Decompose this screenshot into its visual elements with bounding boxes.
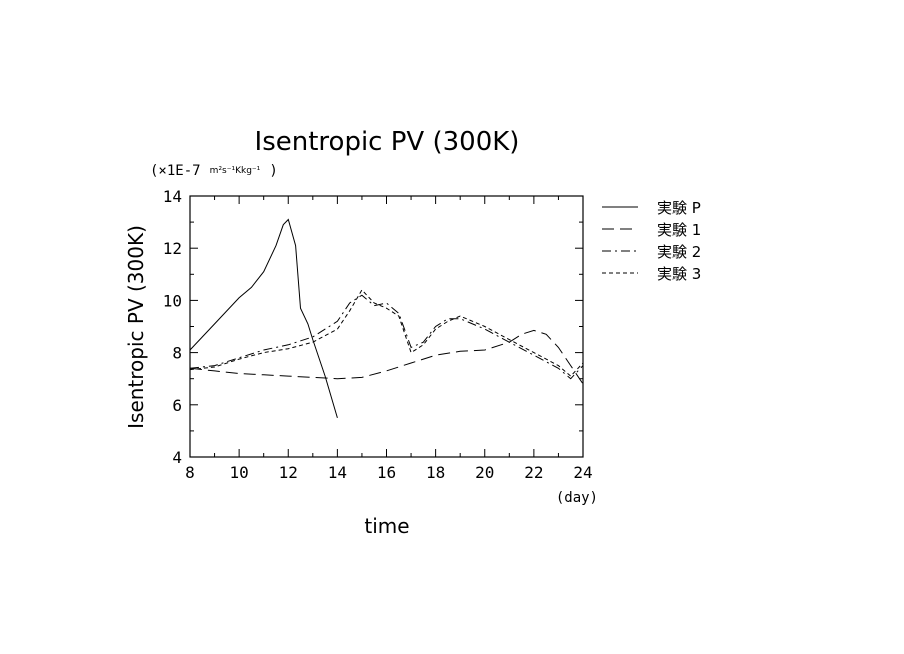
y-tick-label: 6 (172, 396, 182, 415)
plot-frame (189, 195, 584, 458)
y-scale-label: (×1E-7 m²s⁻¹Kkg⁻¹ ) (150, 158, 278, 179)
y-tick-label: 4 (172, 448, 182, 467)
y-tick-label: 14 (163, 187, 182, 206)
x-tick-label: 8 (185, 463, 195, 482)
legend-label-3: 実験 2 (657, 243, 701, 261)
series-line-4 (189, 289, 584, 377)
axis-ticks: 8 10 12 14 16 18 20 22 24 4 6 8 10 12 14 (163, 187, 593, 482)
legend: 実験 P 実験 1 実験 2 実験 3 (602, 199, 701, 283)
y-axis-label: Isentropic PV (300K) (124, 225, 148, 429)
legend-label-2: 実験 1 (657, 221, 701, 239)
x-tick-label: 16 (377, 463, 396, 482)
series-line-1 (189, 218, 338, 419)
x-tick-label: 12 (279, 463, 298, 482)
x-tick-label: 22 (524, 463, 543, 482)
x-tick-label: 24 (573, 463, 592, 482)
chart-title: Isentropic PV (300K) (255, 127, 520, 157)
legend-label-4: 実験 3 (657, 265, 701, 283)
x-tick-label: 10 (229, 463, 248, 482)
series-lines (189, 218, 584, 419)
legend-label-1: 実験 P (657, 199, 701, 217)
x-axis-label: time (364, 514, 409, 538)
series-line-2 (189, 329, 584, 385)
y-tick-label: 12 (163, 239, 182, 258)
x-tick-label: 14 (328, 463, 347, 482)
y-tick-label: 10 (163, 291, 182, 310)
x-tick-label: 20 (475, 463, 494, 482)
x-unit-label: (day) (556, 490, 598, 506)
x-tick-label: 18 (426, 463, 445, 482)
y-tick-label: 8 (172, 344, 182, 363)
